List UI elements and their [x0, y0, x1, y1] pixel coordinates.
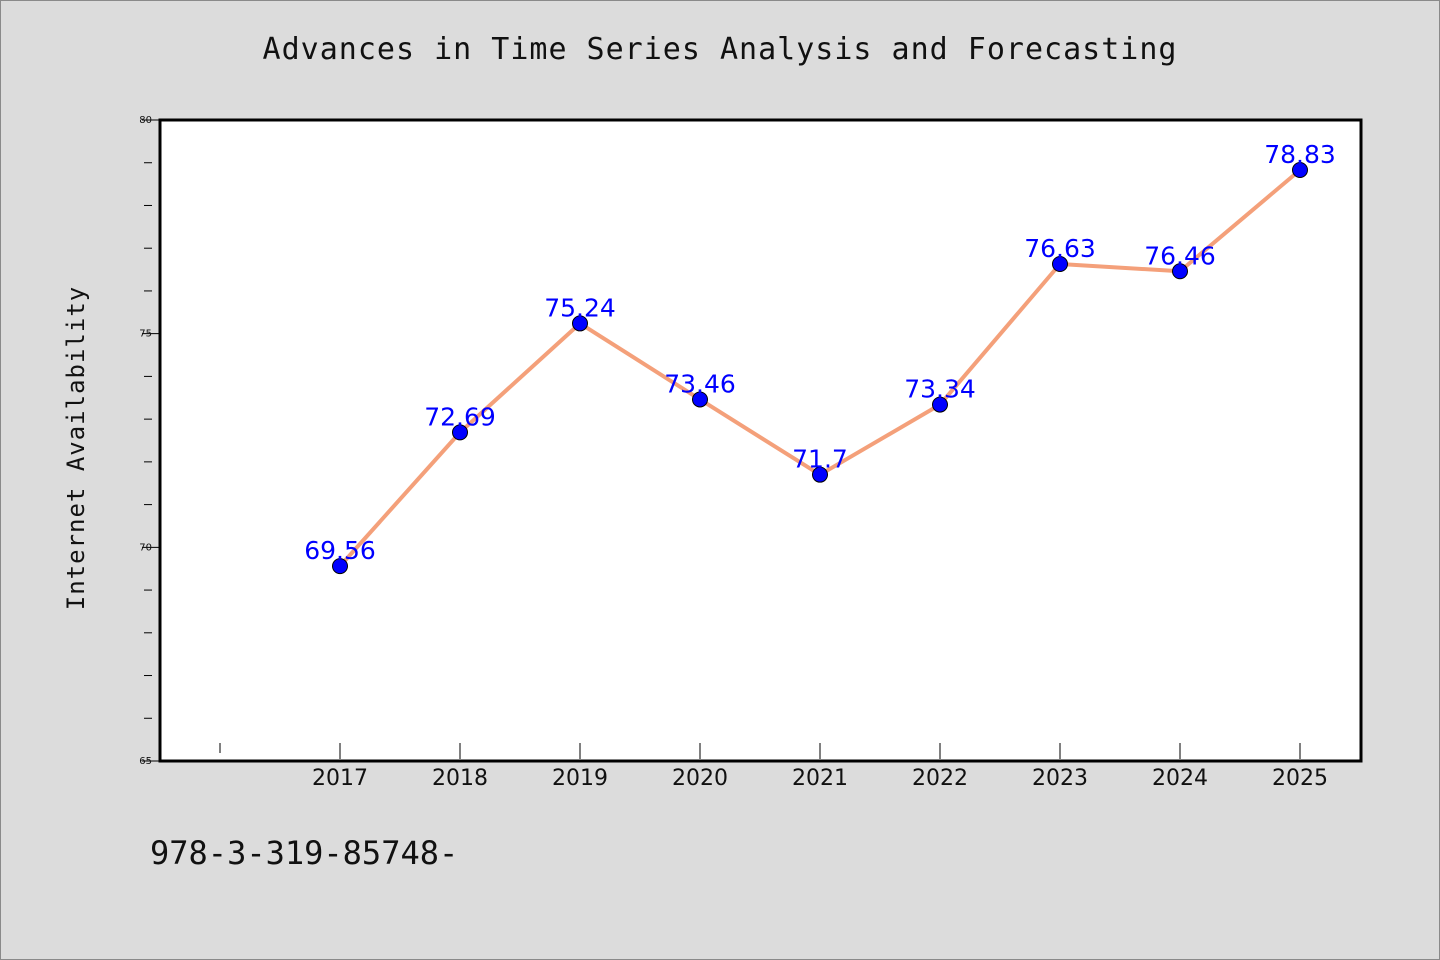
data-label: 73.34	[904, 375, 976, 404]
data-point	[572, 315, 588, 332]
data-point	[692, 391, 708, 408]
chart-title: Advances in Time Series Analysis and For…	[262, 32, 1178, 67]
x-tick-label: 2017	[312, 766, 368, 791]
data-label: 73.46	[664, 369, 736, 398]
y-tick-label: 80	[139, 115, 152, 126]
data-point	[332, 558, 348, 575]
data-labels: 69.56 72.69 75.24 73.46 71.7 73.34 76.63 76.46 7…	[304, 140, 1336, 565]
y-tick-label: 70	[139, 542, 152, 553]
x-tick-label: 2022	[912, 766, 968, 791]
plot-area	[158, 118, 1363, 763]
data-point	[452, 424, 468, 441]
footer-text: 978-3-319-85748-	[150, 834, 459, 872]
x-tick-label: 2020	[672, 766, 728, 791]
x-tick-label: 2018	[432, 766, 488, 791]
data-label: 76.46	[1144, 241, 1216, 270]
x-tick-label: 2024	[1152, 766, 1208, 791]
x-tick-label: 2019	[552, 766, 608, 791]
data-point	[1052, 256, 1068, 273]
axis-ticks: 65 70 75 80 2017 2018 2019 2020 2021 2022 2023 2024…	[139, 115, 1328, 791]
y-tick-label: 65	[139, 756, 152, 767]
data-point	[1172, 263, 1188, 280]
y-tick-label: 75	[139, 329, 152, 340]
data-point	[932, 396, 948, 413]
data-label: 75.24	[544, 293, 616, 322]
data-label: 69.56	[304, 536, 376, 565]
data-points	[332, 161, 1308, 575]
x-tick-label: 2025	[1272, 766, 1328, 791]
data-point	[812, 466, 828, 483]
x-tick-label: 2023	[1032, 766, 1088, 791]
data-label: 78.83	[1264, 140, 1336, 169]
x-tick-label: 2021	[792, 766, 848, 791]
data-point	[1292, 161, 1308, 178]
data-label: 76.63	[1024, 234, 1096, 263]
data-label: 71.7	[792, 445, 848, 474]
data-label: 72.69	[424, 402, 496, 431]
